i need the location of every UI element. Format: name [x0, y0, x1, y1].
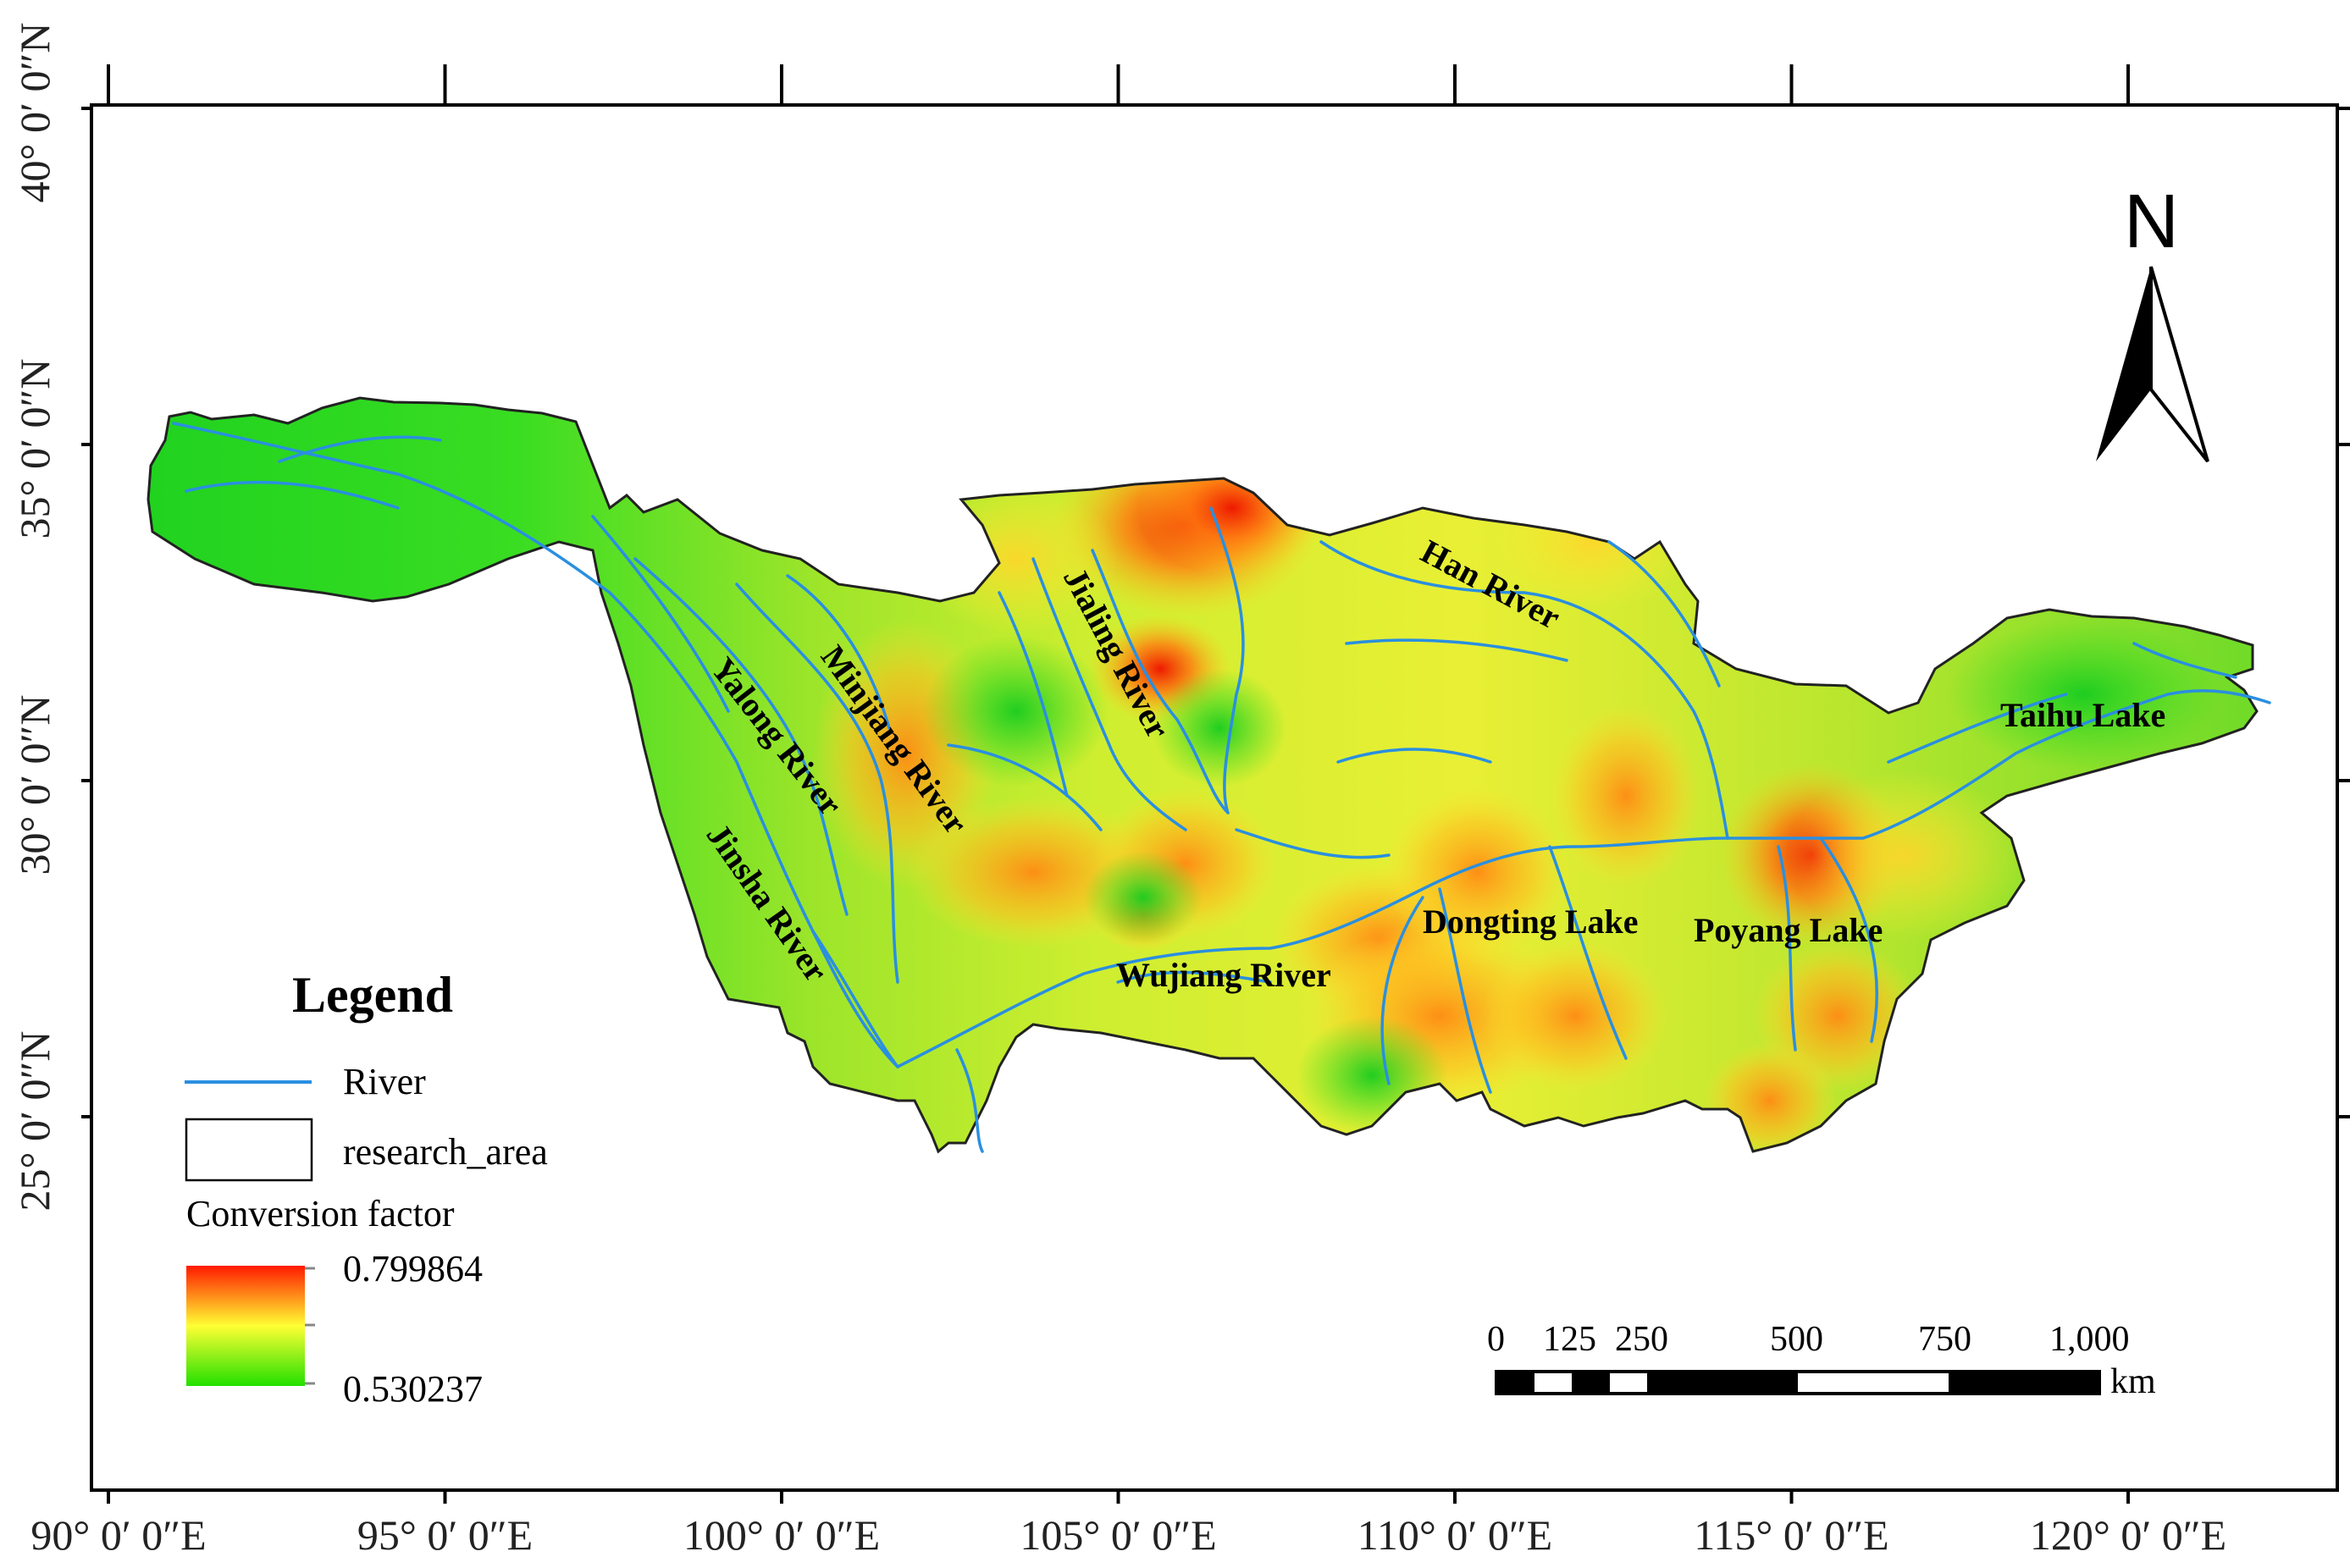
- legend-ramp-max: 0.799864: [343, 1248, 483, 1289]
- x-tick-label: 100° 0′ 0″E: [683, 1511, 880, 1559]
- scale-bar: 0 125 250 500 750 1,000 km: [1487, 1320, 2156, 1401]
- north-arrow: N: [2096, 179, 2209, 463]
- y-tick-label: 25° 0′ 0″N: [11, 1031, 58, 1212]
- scale-tick-125: 125: [1543, 1320, 1596, 1359]
- x-tick-label: 110° 0′ 0″E: [1357, 1511, 1552, 1559]
- scale-tick-750: 750: [1918, 1320, 1971, 1359]
- legend-area-swatch: [185, 1118, 313, 1182]
- map-frame: [90, 103, 2339, 1492]
- label-poyang-lake: Poyang Lake: [1694, 911, 1883, 949]
- x-tick-label: 105° 0′ 0″E: [1020, 1511, 1216, 1559]
- y-tick-label: 35° 0′ 0″N: [11, 359, 58, 539]
- legend: Legend River research_area Conversion fa…: [185, 967, 548, 1410]
- graticule-labels: 90° 0′ 0″E 95° 0′ 0″E 100° 0′ 0″E 105° 0′ 0…: [11, 23, 2226, 1559]
- scale-tick-0: 0: [1487, 1320, 1505, 1359]
- north-arrow-right-half: [2149, 266, 2209, 463]
- north-arrow-left-half: [2096, 267, 2151, 461]
- scale-tick-500: 500: [1770, 1320, 1823, 1359]
- graticule-ticks: [81, 64, 2350, 1504]
- label-wujiang-river: Wujiang River: [1116, 956, 1331, 994]
- y-tick-label: 40° 0′ 0″N: [11, 23, 58, 203]
- x-tick-label: 120° 0′ 0″E: [2030, 1511, 2226, 1559]
- label-dongting-lake: Dongting Lake: [1423, 903, 1639, 941]
- river-network: [172, 422, 2271, 1153]
- x-tick-label: 115° 0′ 0″E: [1694, 1511, 1888, 1559]
- research-area: [147, 396, 2259, 1154]
- legend-ramp-title: Conversion factor: [186, 1193, 455, 1234]
- y-tick-label: 30° 0′ 0″N: [11, 695, 58, 875]
- north-label: N: [2124, 179, 2179, 264]
- x-tick-label: 95° 0′ 0″E: [357, 1511, 533, 1559]
- scale-tick-1000: 1,000: [2049, 1320, 2130, 1359]
- legend-river-label: River: [343, 1061, 426, 1102]
- legend-ramp-min: 0.530237: [343, 1368, 483, 1410]
- legend-area-label: research_area: [343, 1131, 548, 1173]
- scale-tick-250: 250: [1615, 1320, 1668, 1359]
- legend-title: Legend: [292, 967, 453, 1023]
- scale-unit: km: [2110, 1362, 2156, 1401]
- legend-color-ramp: [186, 1266, 305, 1386]
- label-taihu-lake: Taihu Lake: [2000, 696, 2165, 734]
- x-tick-label: 90° 0′ 0″E: [30, 1511, 206, 1559]
